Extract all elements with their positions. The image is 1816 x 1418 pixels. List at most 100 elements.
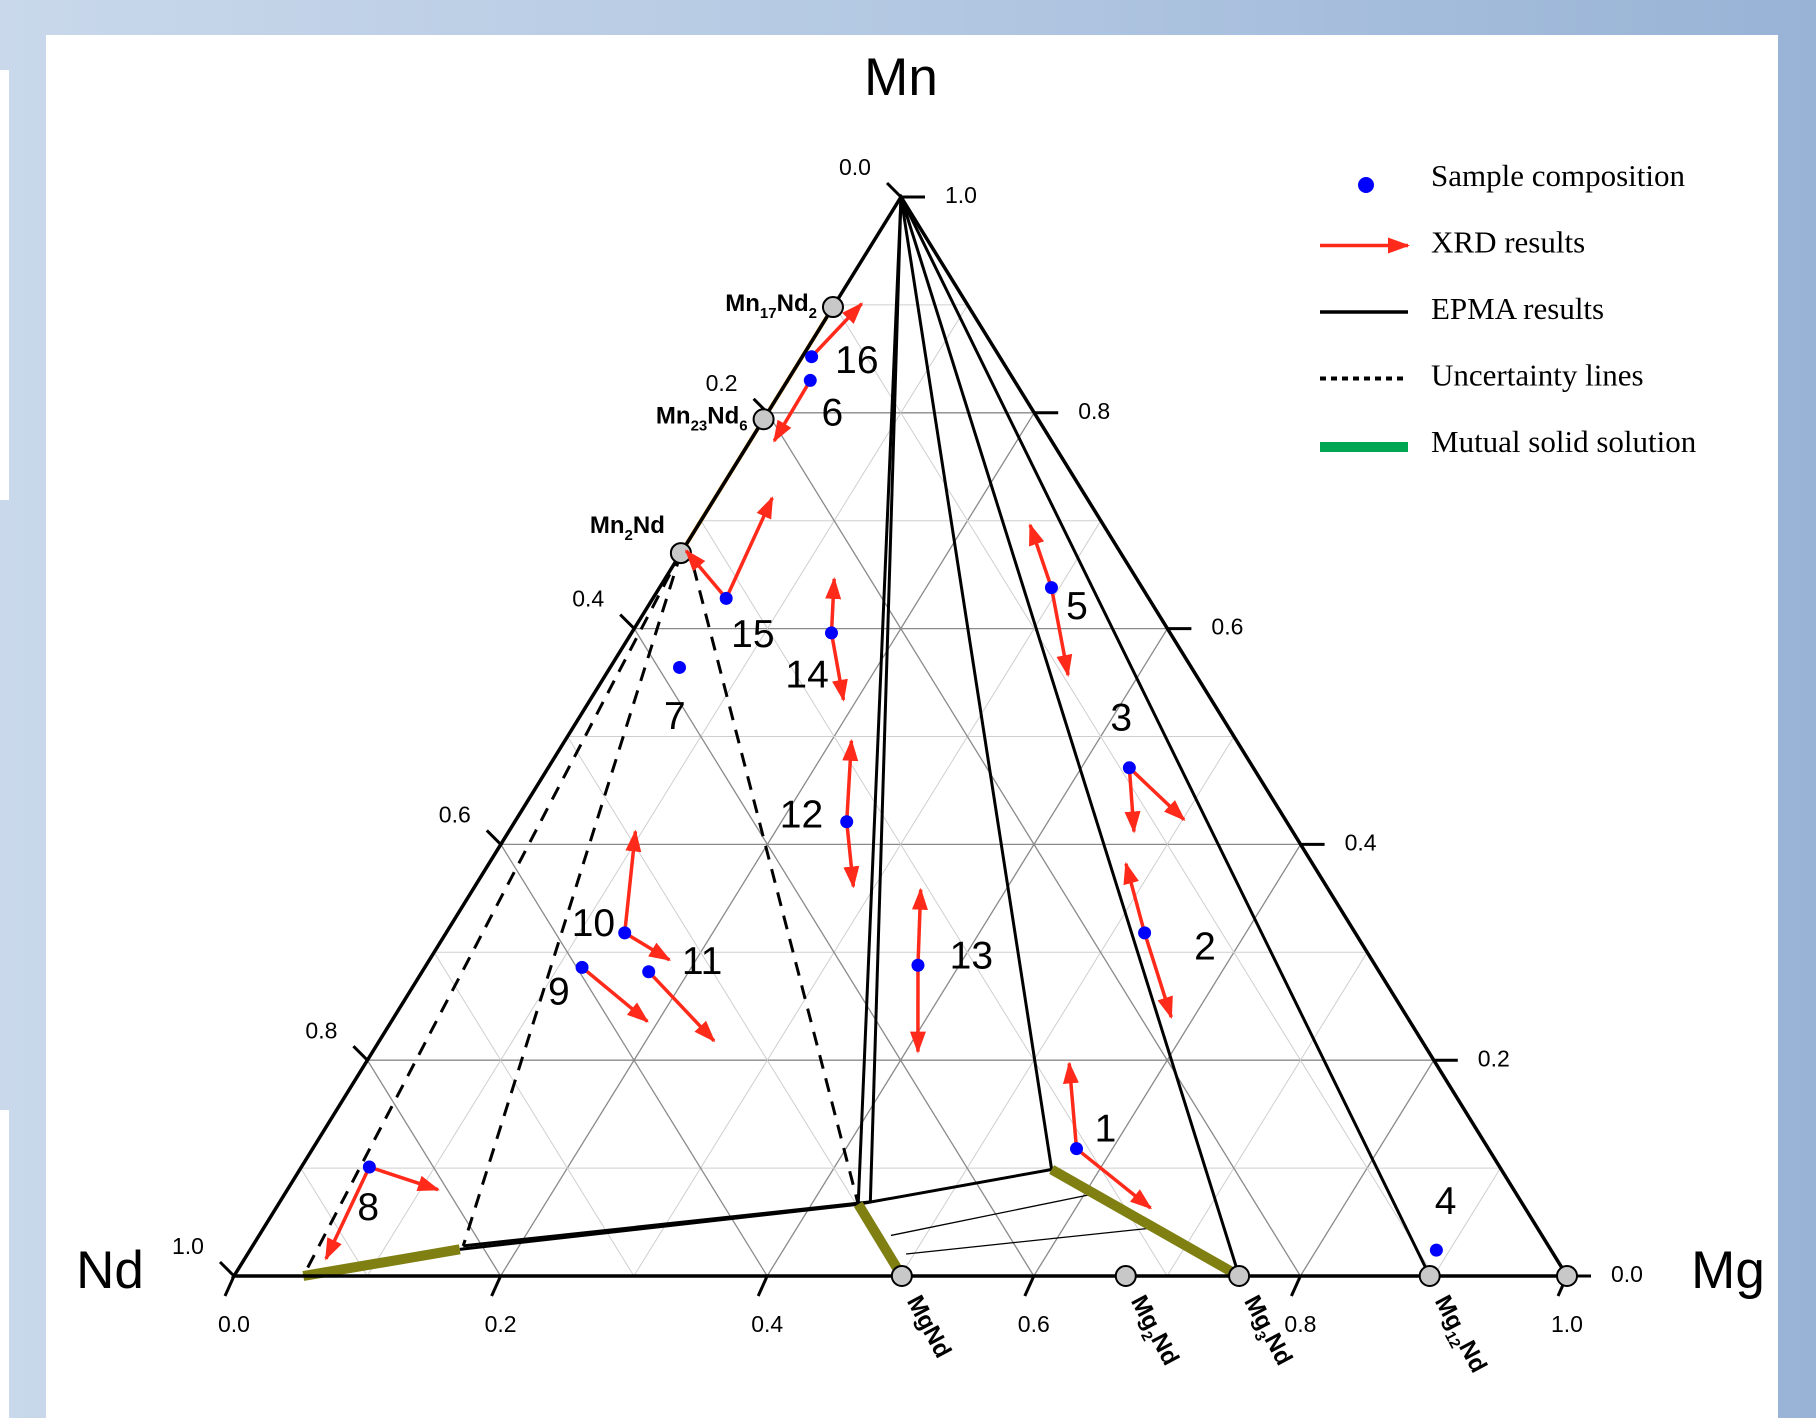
nd-tick-label: 0.0 (839, 154, 871, 180)
corner-label: Nd (76, 1241, 144, 1300)
nd-tick-label: 0.4 (572, 586, 604, 612)
xrd-arrow (1062, 1061, 1079, 1149)
tick-mark (485, 829, 502, 846)
xrd-arrow (843, 821, 860, 889)
epma-line (906, 1226, 1159, 1255)
mn-tick-label: 0.4 (1345, 829, 1377, 855)
sample-label: 3 (1110, 697, 1132, 740)
phase-marker (1556, 1265, 1578, 1287)
xrd-arrow (1075, 1147, 1153, 1210)
sample-label: 7 (664, 695, 686, 738)
sample-point (1122, 761, 1136, 775)
sample-point (1138, 926, 1152, 940)
xrd-arrow (772, 379, 812, 443)
xrd-arrow (1123, 861, 1147, 934)
nd-tick-label: 0.6 (439, 801, 471, 827)
minor-grid-line (833, 304, 1435, 1277)
epma-line (463, 1200, 871, 1248)
minor-grid-line (300, 1167, 368, 1277)
sample-label: 14 (785, 653, 828, 696)
sample-label: 11 (682, 940, 723, 983)
epma-line (890, 1191, 1101, 1237)
mg-tick-label: 0.6 (1018, 1311, 1050, 1337)
nd-tick-label: 1.0 (172, 1233, 204, 1259)
minor-grid-line (366, 304, 969, 1277)
mn-tick-label: 0.2 (1478, 1045, 1510, 1071)
xrd-arrow (647, 970, 716, 1043)
grid-line (366, 1059, 502, 1277)
epma-line (899, 196, 1054, 1170)
sample-label: 1 (1095, 1108, 1117, 1151)
xrd-arrow (1124, 767, 1141, 834)
xrd-arrow (324, 1166, 371, 1261)
sample-point (673, 660, 687, 674)
sample-point (618, 926, 632, 940)
triangle-frame: 0.0 0.2 0.4 0.6 0.8 1.0 0.0 0.2 0.4 0.6 0.8 1.0 0.0 0… (172, 154, 1643, 1337)
epma-line (868, 196, 903, 1202)
tick-mark (619, 613, 636, 630)
sample-point (803, 373, 817, 387)
tick-mark (223, 1275, 236, 1297)
side-tab (0, 70, 9, 500)
legend-label: Uncertainty lines (1431, 358, 1644, 393)
xrd-arrow (368, 1165, 440, 1192)
sample-label: 2 (1194, 925, 1216, 968)
tick-mark (352, 1045, 369, 1062)
phase-marker (1114, 1265, 1137, 1287)
mg-tick-label: 1.0 (1551, 1311, 1583, 1337)
phase-label: Mn23Nd6 (656, 403, 748, 435)
sample-point (840, 815, 854, 829)
legend-label: Mutual solid solution (1431, 424, 1697, 459)
nd-tick-label: 0.2 (706, 370, 738, 396)
solid-solution-line (853, 1201, 907, 1279)
phase-label: Mn2Nd (590, 512, 665, 544)
epma-line (899, 196, 1432, 1277)
sample-label: 4 (1435, 1180, 1457, 1223)
mn-tick-label: 1.0 (945, 182, 977, 208)
xrd-arrow (724, 496, 774, 600)
xrd-arrow (1128, 766, 1186, 821)
sample-point (805, 350, 819, 364)
mn-tick-label: 0.6 (1211, 614, 1243, 640)
solid-solution-line (1049, 1165, 1242, 1281)
phase-marker (821, 296, 844, 319)
phase-marker (752, 408, 775, 431)
mg-tick-label: 0.0 (218, 1311, 250, 1337)
legend-label: Sample composition (1431, 158, 1686, 193)
grid-line (500, 844, 768, 1277)
sample-label: 10 (572, 902, 615, 945)
minor-grid-line (433, 952, 635, 1277)
minor-grid-line (633, 520, 1102, 1277)
xrd-arrow (810, 302, 864, 358)
legend: Sample composition XRD results EPMA result… (1320, 158, 1697, 459)
tick-mark (1290, 1275, 1302, 1297)
mg-tick-label: 0.2 (485, 1311, 517, 1337)
uncertainty-line (461, 552, 683, 1247)
tick-mark (1023, 1275, 1036, 1297)
phase-marker (1228, 1265, 1251, 1287)
sample-point (575, 960, 589, 974)
legend-label: EPMA results (1431, 291, 1604, 326)
sample-point (911, 958, 925, 972)
xrd-arrow (623, 931, 672, 962)
corner-label: Mg (1691, 1241, 1765, 1300)
epma-line (857, 1168, 1052, 1206)
minor-grid-line (1433, 1167, 1501, 1277)
sample-point (362, 1160, 376, 1174)
sample-label: 5 (1066, 585, 1088, 628)
grid (300, 304, 1501, 1277)
xrd-arrow (1142, 932, 1173, 1019)
xrd-arrow (911, 887, 928, 966)
xrd-arrow (1049, 587, 1073, 677)
minor-grid-line (567, 736, 901, 1277)
uncertainty-line (301, 552, 683, 1277)
epma-line (856, 196, 903, 1205)
sample-label: 13 (950, 935, 993, 978)
mg-tick-label: 0.8 (1284, 1311, 1316, 1337)
xrd-arrow (684, 549, 728, 600)
sample-point (1070, 1142, 1084, 1156)
sample-point (719, 591, 733, 605)
phase-marker (1418, 1265, 1441, 1287)
tick-mark (756, 1275, 769, 1297)
